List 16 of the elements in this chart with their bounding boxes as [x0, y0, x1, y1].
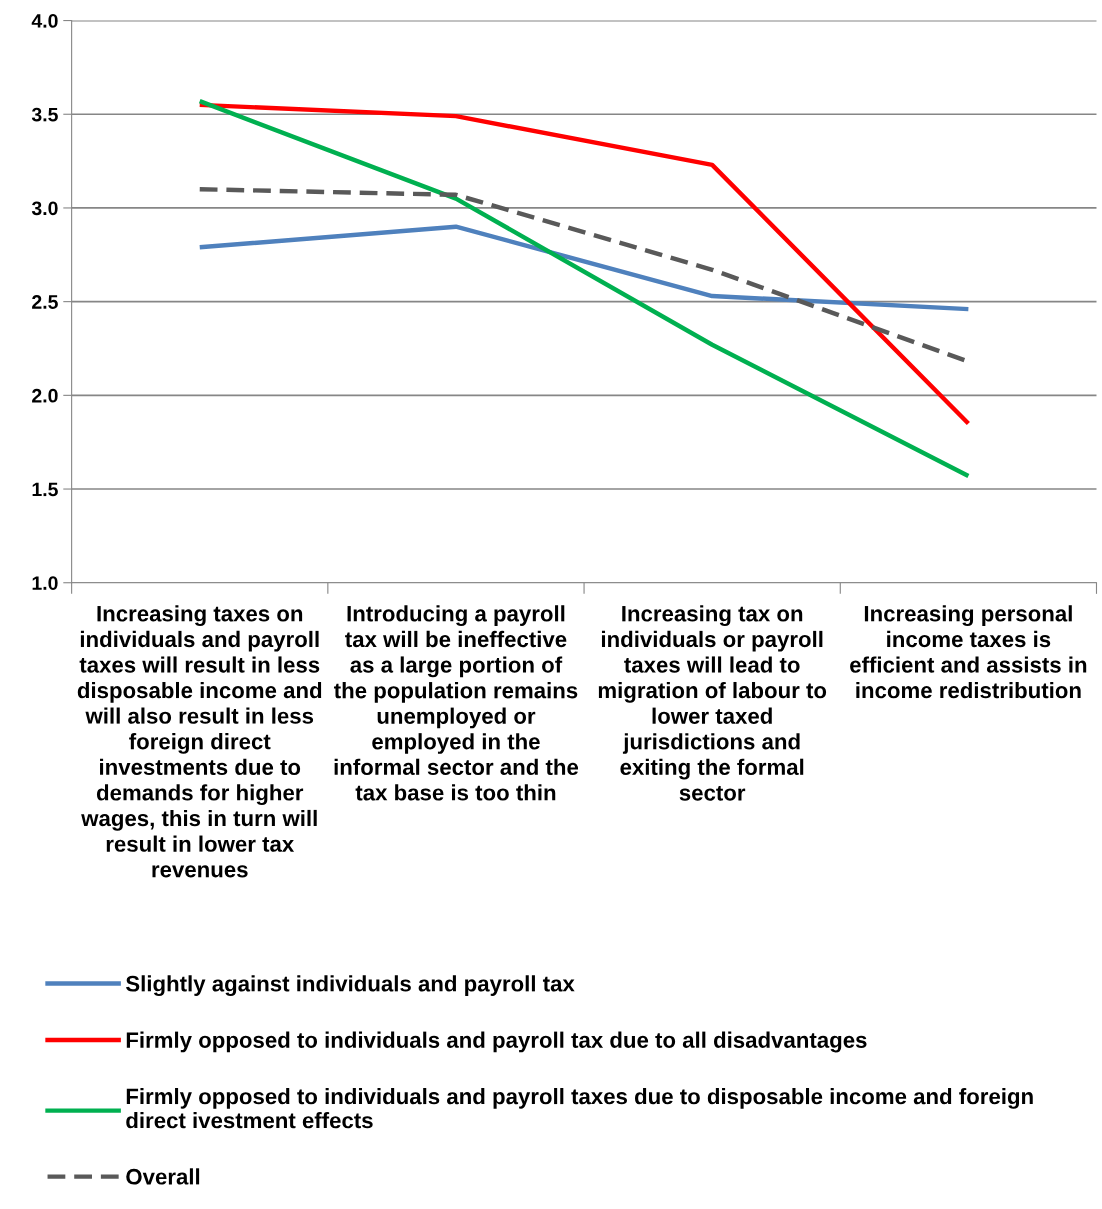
x-tick-label: Introducing a payroll tax will be ineffective as a large portion of the population remains unemployed or employed in the informal sector and the tax base is too thin: [334, 605, 579, 801]
legend-label: Firmly opposed to individuals and payroll tax due to all disadvantages: [126, 1031, 867, 1053]
y-tick-label: 2.5: [32, 295, 58, 309]
legend-label: Firmly opposed to individuals and payroll taxes due to disposable income and foreign direct ivestment effects: [126, 1087, 1033, 1129]
line-series: [197, 224, 971, 312]
legend-label: Overall: [126, 1168, 200, 1185]
y-tick-label: 3.0: [31, 201, 58, 216]
y-tick-label: 3.5: [31, 107, 58, 122]
x-tick-label: Increasing tax on individuals or payroll taxes will lead to migration of labour to lower taxed jurisdictions and exiting the formal sector: [598, 605, 827, 801]
y-tick-label: 1.5: [32, 482, 58, 497]
category-label: Increasing taxes on individuals and payroll taxes will result in less disposable income and will also result in less foreign direct investments due to demands for higher wages, this in turn will result in lower tax revenues: [77, 605, 322, 878]
y-tick-label: 2.0: [32, 388, 58, 403]
y-tick-label: 4.0: [31, 14, 58, 28]
y-tick-label: 1.0: [32, 576, 58, 590]
x-tick-label: Increasing personal income taxes is efficient and assists in income redistribution: [850, 605, 1087, 699]
legend-label: Slightly against individuals and payroll tax: [125, 975, 575, 997]
